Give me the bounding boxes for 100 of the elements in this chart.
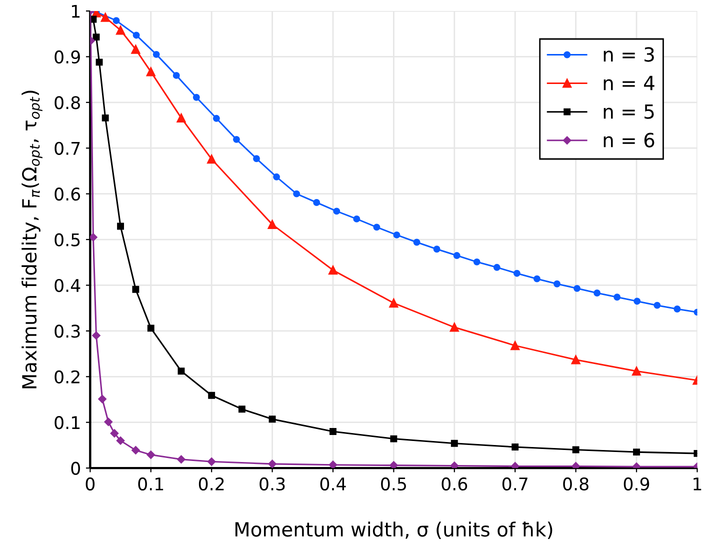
point	[413, 238, 420, 246]
point	[268, 416, 276, 423]
point	[513, 270, 520, 277]
legend-label: n = 6	[604, 132, 654, 148]
point	[512, 444, 519, 450]
y-tick-label: 0.1	[54, 416, 80, 430]
point	[554, 280, 560, 288]
point	[172, 72, 180, 79]
y-tick-label: 0.8	[54, 96, 80, 110]
y-tick-label: 0	[71, 462, 80, 475]
x-tick-label: 0.1	[138, 477, 164, 491]
point	[178, 368, 185, 375]
point	[634, 298, 641, 305]
y-tick-label: 0.4	[54, 278, 80, 292]
point	[177, 455, 186, 464]
y-axis-title: Maximum fidelity, F$_{π}$(Ω$_{opt}$, τ$_{opt}$)	[22, 90, 42, 388]
point	[594, 290, 601, 296]
point	[389, 298, 398, 308]
point	[453, 252, 460, 259]
point	[104, 418, 113, 426]
y-tick-label: 0.6	[54, 188, 80, 201]
point	[614, 294, 621, 301]
point	[253, 155, 260, 162]
point	[152, 50, 160, 58]
x-tick-label: 0.4	[320, 477, 346, 491]
point	[433, 246, 440, 253]
point	[96, 58, 103, 66]
point	[92, 34, 100, 41]
point	[208, 392, 216, 399]
point	[176, 113, 186, 122]
point	[510, 341, 520, 350]
point	[572, 446, 580, 454]
point	[116, 26, 126, 35]
point	[147, 324, 154, 332]
point	[132, 446, 140, 454]
point	[117, 222, 124, 230]
point	[102, 114, 109, 122]
point	[212, 114, 220, 122]
point	[146, 67, 156, 76]
y-tick-label: 0.3	[54, 324, 80, 338]
x-tick-label: 0.8	[563, 477, 588, 491]
x-tick-label: 0	[86, 477, 95, 491]
point	[450, 462, 459, 468]
point	[132, 286, 140, 293]
point	[268, 460, 276, 468]
point	[373, 224, 380, 231]
point	[192, 94, 200, 101]
point	[232, 136, 240, 143]
point	[92, 331, 100, 340]
point	[328, 266, 338, 275]
y-tick-label: 0.2	[54, 370, 80, 384]
x-axis-title: Momentum width, σ (units of ħk)	[235, 522, 552, 539]
point	[393, 231, 400, 238]
point	[510, 462, 520, 468]
point	[132, 32, 140, 39]
point	[110, 429, 119, 438]
point	[390, 435, 398, 442]
point	[112, 17, 120, 24]
point	[131, 44, 140, 54]
point	[674, 306, 681, 312]
x-tick-label: 0.7	[502, 477, 528, 491]
point	[353, 215, 360, 222]
point	[293, 190, 300, 198]
point	[390, 461, 398, 468]
x-tick-label: 0.3	[260, 477, 285, 491]
point	[571, 355, 580, 364]
y-tick-label: 0.7	[54, 142, 80, 155]
point	[313, 199, 320, 206]
legend-label: n = 4	[604, 76, 654, 90]
point	[207, 458, 216, 466]
point	[493, 264, 500, 271]
point	[268, 220, 277, 229]
point	[574, 284, 580, 292]
point	[572, 462, 580, 468]
point	[100, 12, 110, 22]
point	[450, 440, 458, 447]
point	[330, 428, 336, 435]
point	[207, 154, 216, 164]
point	[450, 322, 459, 332]
point	[98, 394, 106, 404]
point	[632, 366, 642, 376]
point	[328, 460, 338, 468]
y-tick-label: 0.5	[54, 233, 80, 246]
y-tick-label: 1	[72, 4, 80, 18]
point	[238, 406, 246, 413]
point	[533, 275, 540, 282]
x-tick-label: 0.9	[624, 477, 650, 491]
x-tick-label: 0.2	[198, 477, 224, 491]
point	[116, 436, 125, 445]
point	[654, 302, 661, 309]
legend-label: n = 3	[604, 47, 654, 62]
point	[333, 208, 340, 215]
point	[473, 258, 480, 266]
legend-label: n = 5	[604, 104, 654, 119]
x-tick-label: 0.5	[381, 477, 406, 491]
y-tick-label: 0.9	[54, 50, 80, 64]
x-tick-label: 0.6	[442, 477, 468, 491]
point	[273, 173, 280, 180]
point	[633, 448, 640, 456]
x-tick-label: 1	[694, 478, 702, 490]
